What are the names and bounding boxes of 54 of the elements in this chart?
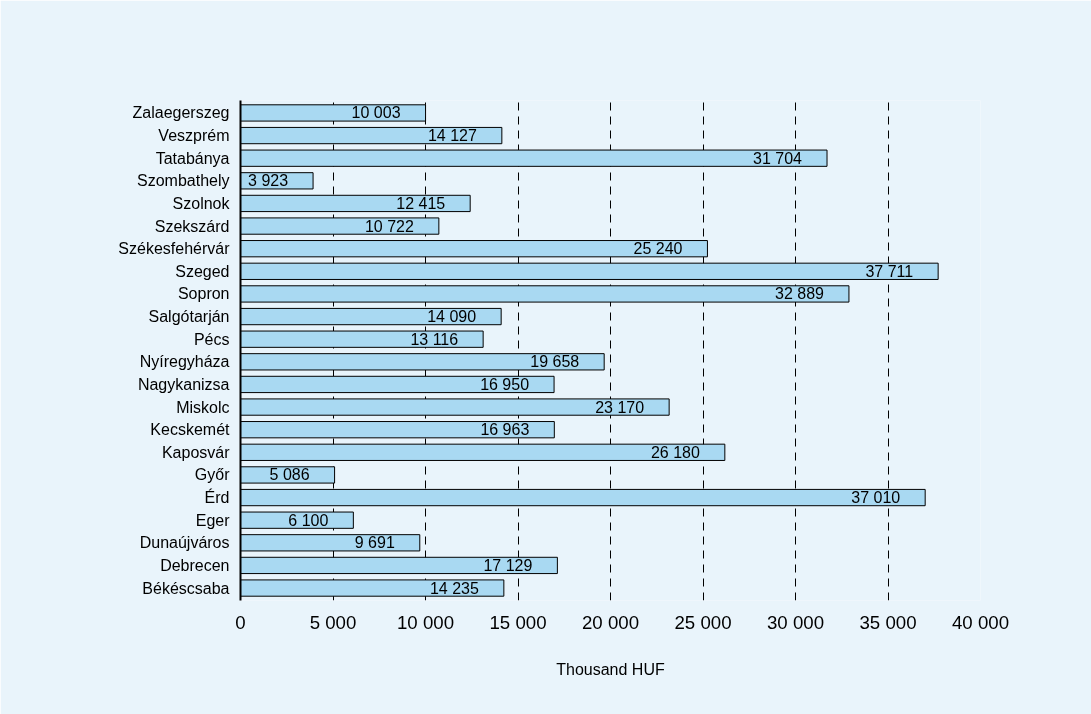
y-tick-label: Sopron	[177, 285, 230, 303]
y-tick-label: Salgótarján	[148, 308, 230, 326]
data-label: 14 235	[429, 579, 479, 597]
y-tick-label: Kecskemét	[150, 421, 231, 439]
y-tick-label: Szekszárd	[154, 217, 230, 235]
y-tick-label: Tatabánya	[155, 149, 230, 167]
x-tick-label: 35 000	[859, 611, 917, 633]
y-tick-label: Kaposvár	[161, 443, 231, 461]
y-tick-label: Debrecen	[160, 556, 230, 574]
data-label: 10 722	[364, 217, 414, 235]
y-tick-label: Veszprém	[158, 127, 230, 145]
y-tick-label: Székesfehérvár	[118, 240, 231, 258]
y-tick-label: Dunaújváros	[139, 534, 230, 552]
y-tick-label: Pécs	[193, 330, 230, 348]
data-label: 26 180	[650, 443, 700, 461]
x-axis-title: Thousand HUF	[556, 660, 665, 678]
data-label: 37 010	[851, 489, 901, 507]
y-tick-label: Győr	[194, 466, 231, 484]
x-tick-label: 10 000	[396, 611, 455, 633]
x-tick-label: 0	[235, 611, 246, 633]
data-label: 37 711	[865, 262, 914, 280]
y-tick-label: Békéscsaba	[142, 579, 230, 597]
y-tick-label: Szolnok	[172, 194, 231, 212]
data-label: 23 170	[595, 398, 645, 416]
x-tick-label: 15 000	[489, 611, 547, 633]
data-label: 9 691	[354, 534, 395, 552]
data-label: 25 240	[633, 240, 683, 258]
x-tick-label: 5 000	[309, 611, 357, 633]
data-label: 16 963	[480, 421, 530, 439]
y-tick-label: Nyíregyháza	[139, 353, 230, 371]
data-label: 3 923	[248, 172, 289, 190]
data-label: 32 889	[775, 285, 825, 303]
data-label: 6 100	[288, 511, 329, 529]
data-label: 16 950	[480, 375, 530, 393]
y-tick-label: Nagykanizsa	[137, 375, 230, 393]
y-tick-label: Eger	[195, 511, 231, 529]
x-tick-label: 25 000	[674, 611, 732, 633]
data-label: 12 415	[396, 194, 446, 212]
data-label: 13 116	[410, 330, 459, 348]
y-tick-label: Szeged	[175, 262, 230, 280]
data-label: 19 658	[530, 353, 580, 371]
y-tick-label: Miskolc	[176, 398, 230, 416]
y-tick-label: Zalaegerszeg	[132, 104, 230, 122]
x-tick-label: 20 000	[581, 611, 640, 633]
data-label: 5 086	[269, 466, 310, 484]
x-tick-label: 40 000	[951, 611, 1010, 633]
y-tick-label: Érd	[204, 488, 230, 507]
data-label: 14 127	[427, 127, 477, 145]
data-label: 17 129	[483, 556, 533, 574]
data-label: 10 003	[351, 104, 401, 122]
data-label: 31 704	[753, 149, 803, 167]
data-label: 14 090	[427, 308, 477, 326]
y-tick-label: Szombathely	[137, 172, 230, 190]
x-tick-label: 30 000	[766, 611, 825, 633]
